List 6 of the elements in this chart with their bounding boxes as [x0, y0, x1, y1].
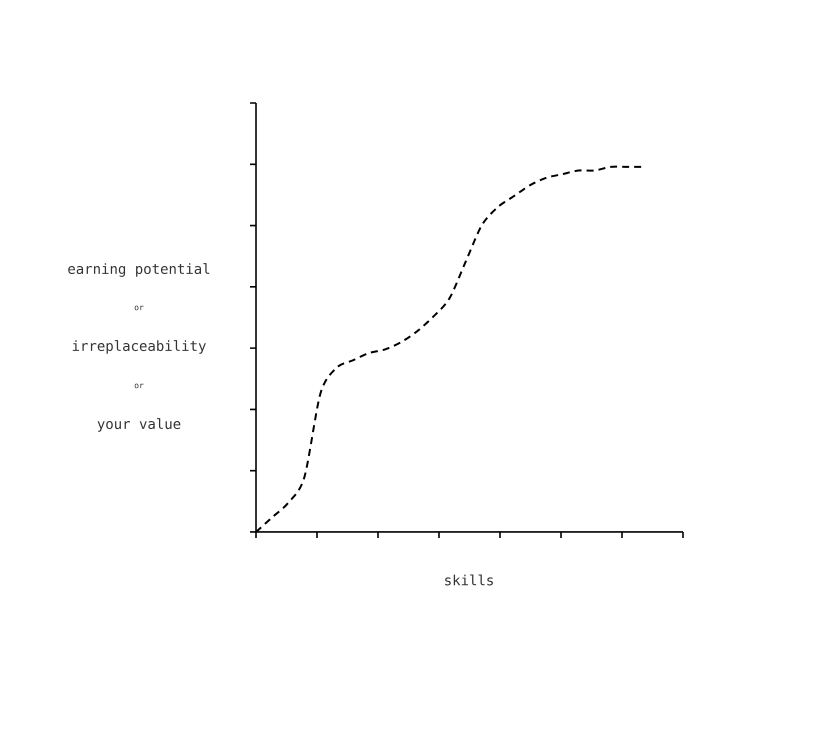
text: irreplaceability — [72, 340, 206, 354]
text: or — [134, 306, 144, 310]
text: or — [134, 384, 144, 388]
text: your value — [98, 418, 180, 432]
x-axis-title: skills — [445, 574, 493, 586]
y-axis-title: earning potential — [68, 263, 210, 277]
